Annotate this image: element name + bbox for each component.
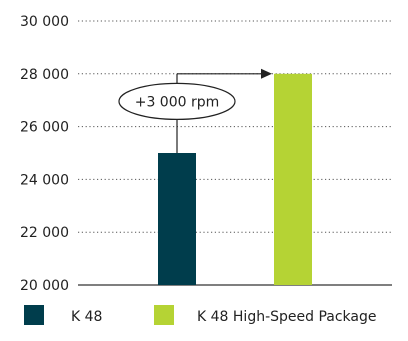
y-tick-label-20000: 20 000 xyxy=(20,278,69,294)
annotation-arrowhead xyxy=(261,68,272,79)
y-axis-ticks: 20 000 22 000 24 000 26 000 28 000 30 000 xyxy=(20,14,69,294)
y-tick-label-28000: 28 000 xyxy=(20,67,69,83)
y-tick-label-24000: 24 000 xyxy=(20,172,69,188)
legend-label-2: K 48 High-Speed Package xyxy=(197,309,377,325)
y-tick-label-22000: 22 000 xyxy=(20,225,69,241)
legend-swatch-2 xyxy=(154,305,174,325)
annotation-label: +3 000 rpm xyxy=(135,94,220,110)
y-tick-label-26000: 26 000 xyxy=(20,120,69,136)
bar-2 xyxy=(274,73,312,285)
legend-swatch-1 xyxy=(24,305,44,325)
grid-lines xyxy=(78,20,392,286)
bars xyxy=(158,73,312,285)
bar-1 xyxy=(158,153,196,285)
y-tick-label-30000: 30 000 xyxy=(20,14,69,30)
annotation-oval xyxy=(118,82,236,121)
legend: K 48 K 48 High-Speed Package xyxy=(24,305,377,325)
legend-label-1: K 48 xyxy=(71,309,102,325)
difference-annotation: +3 000 rpm xyxy=(118,68,272,153)
